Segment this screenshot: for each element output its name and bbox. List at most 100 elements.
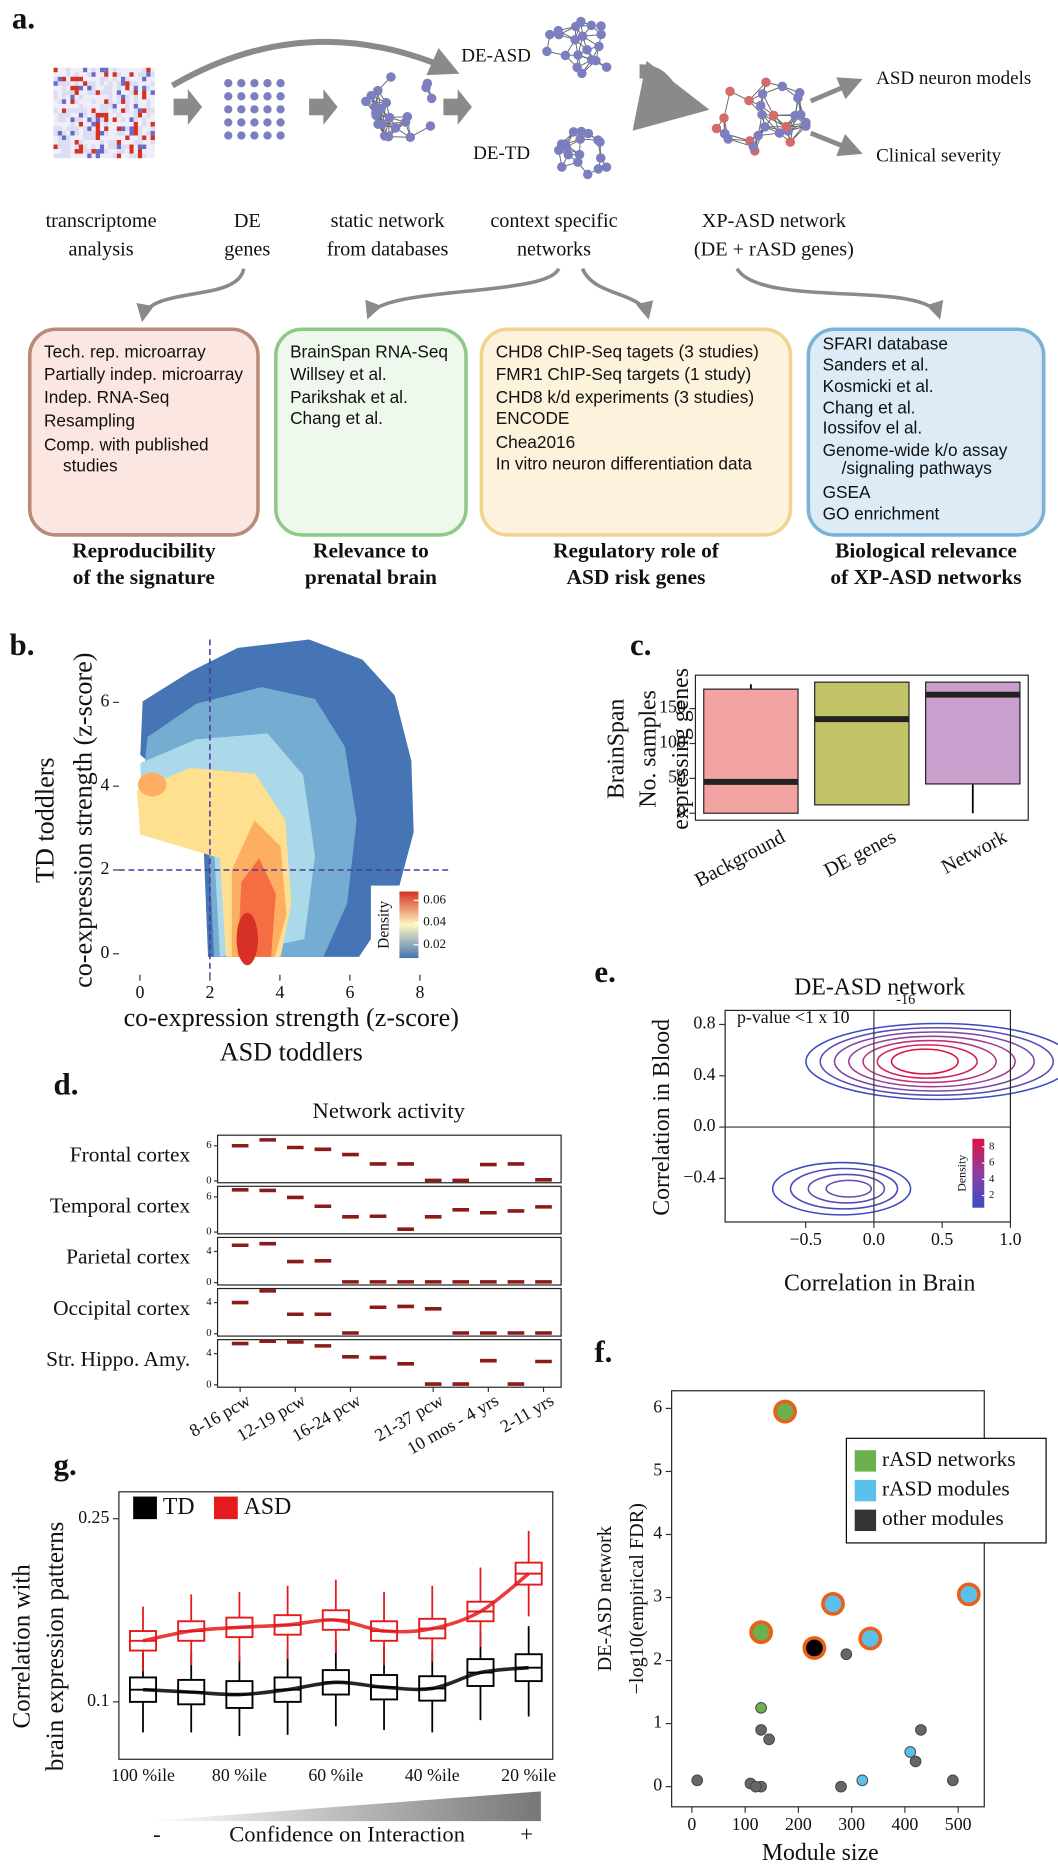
point (915, 1724, 927, 1736)
gene-dot (250, 92, 259, 101)
heatmap-cell (116, 72, 122, 77)
heatmap-cell (57, 108, 63, 114)
heatmap-cell (133, 67, 138, 73)
heatmap-cell (112, 135, 117, 141)
arrow (632, 60, 710, 131)
heatmap-cell (91, 103, 96, 109)
heatmap-cell (78, 94, 84, 100)
heatmap-cell (112, 72, 117, 77)
heatmap-cell (70, 126, 75, 132)
heatmap-cell (66, 103, 71, 109)
x-axis-title: ASD toddlers (220, 1037, 363, 1066)
y-tick-label: 2 (653, 1649, 662, 1669)
heatmap-cell (74, 121, 79, 127)
row-label: Parietal cortex (66, 1245, 190, 1269)
heatmap-cell (87, 140, 92, 145)
heatmap-cell (78, 90, 84, 95)
heatmap-cell (78, 108, 84, 114)
legend-tick-label: 0.02 (423, 936, 446, 951)
heatmap-cell (125, 76, 130, 82)
y-tick-label: 0.8 (693, 1013, 715, 1033)
y-tick-label: 6 (206, 1139, 212, 1151)
density-contour (236, 912, 258, 966)
panel-label: g. (54, 1447, 77, 1482)
heatmap-cell (150, 117, 155, 123)
gene-dot (263, 131, 272, 140)
y-axis-title: DE-ASD network (594, 1525, 616, 1671)
heatmap-cell (91, 153, 96, 159)
point (956, 1582, 981, 1607)
node (421, 82, 431, 93)
heatmap-cell (87, 67, 92, 73)
box-caption: of the signature (73, 565, 215, 589)
x-tick-label: 20 %ile (501, 1765, 556, 1785)
heatmap-cell (74, 130, 79, 136)
box (703, 688, 799, 814)
panel-frame (216, 1236, 562, 1286)
heatmap-cell (91, 144, 96, 150)
node (755, 100, 766, 111)
heatmap-cell (137, 121, 143, 127)
chart-title: DE-ASD network (794, 974, 965, 1000)
legend-title: Density (376, 901, 393, 949)
arrow (809, 130, 863, 157)
heatmap-cell (91, 85, 96, 91)
legend-swatch (854, 1509, 877, 1532)
heatmap-cell (137, 140, 143, 145)
heatmap-cell (95, 90, 101, 95)
heatmap-cell (137, 149, 143, 154)
heatmap-cell (91, 140, 96, 145)
point (755, 1702, 767, 1714)
node (801, 117, 811, 128)
gene-dot (237, 105, 246, 114)
gene-dot (250, 131, 259, 140)
heatmap-cell (116, 85, 122, 91)
node (761, 77, 771, 87)
heatmap-cell (150, 76, 155, 82)
heatmap-cell (129, 103, 134, 109)
arrow (309, 89, 338, 125)
density-contour (819, 1026, 1054, 1097)
heatmap-cell (133, 135, 138, 141)
node (583, 128, 594, 139)
heatmap-cell (61, 81, 67, 86)
node (577, 68, 587, 79)
heatmap-cell (137, 144, 143, 150)
heatmap-cell (121, 108, 126, 114)
panel-label: f. (594, 1334, 612, 1369)
box-caption: of XP-ASD networks (830, 565, 1021, 589)
box-caption: Regulatory role of (553, 539, 720, 563)
heatmap-cell (129, 94, 134, 100)
node (575, 134, 585, 144)
heatmap-cell (57, 99, 63, 105)
heatmap-cell (104, 67, 109, 73)
plot-frame (671, 1390, 985, 1808)
y-tick-label: 4 (206, 1245, 212, 1257)
heatmap-cell (78, 72, 84, 77)
point (835, 1780, 847, 1793)
arrow (136, 268, 246, 323)
heatmap-cell (78, 135, 84, 141)
heatmap-cell (104, 81, 109, 86)
heatmap-cell (78, 153, 84, 159)
point (821, 1591, 845, 1616)
node (371, 108, 381, 118)
axis-end-label: + (520, 1822, 533, 1847)
heatmap-cell (66, 99, 71, 105)
x-tick-label: 60 %ile (308, 1765, 363, 1785)
heatmap-cell (99, 81, 105, 86)
heatmap-cell (87, 126, 92, 132)
x-tick-label: 2-11 yrs (497, 1390, 558, 1436)
heatmap-cell (121, 81, 126, 86)
node (777, 81, 788, 92)
heatmap-cell (129, 144, 134, 150)
panel-label: b. (10, 627, 35, 662)
legend-swatch (213, 1496, 238, 1520)
y-axis-title: Correlation in Blood (649, 1019, 675, 1216)
heatmap-cell (87, 108, 92, 114)
heatmap-cell (61, 112, 67, 118)
heatmap-cell (121, 94, 126, 100)
panel-label: e. (594, 954, 615, 989)
heatmap-cell (150, 149, 155, 154)
heatmap-cell (78, 103, 84, 109)
